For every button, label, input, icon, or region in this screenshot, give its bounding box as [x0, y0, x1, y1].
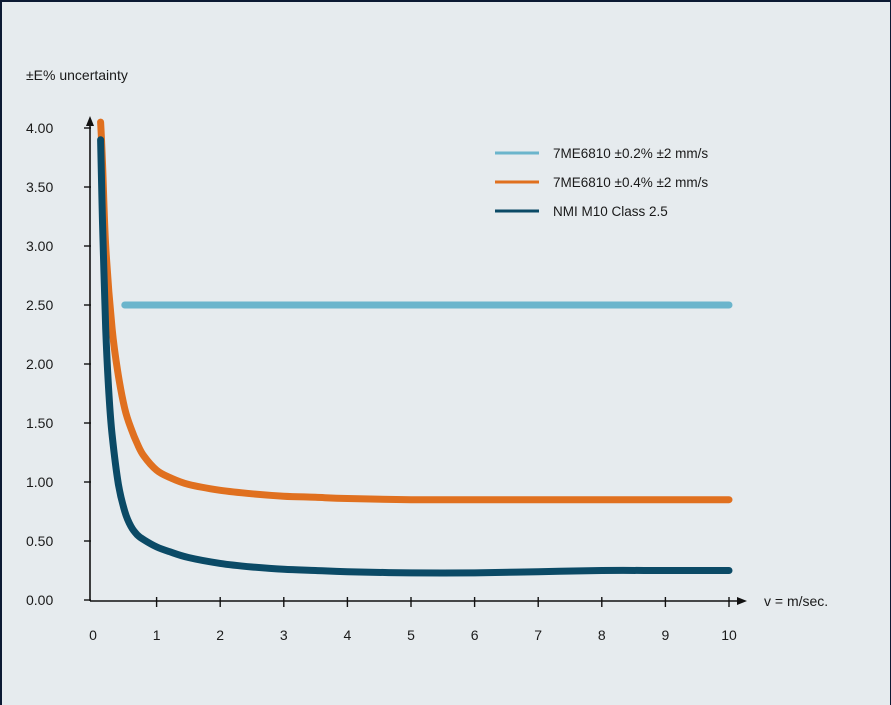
axes [86, 116, 747, 605]
y-tick-label: 2.00 [26, 356, 53, 372]
x-axis-label: v = m/sec. [764, 593, 828, 609]
x-tick-label: 5 [407, 627, 415, 643]
y-tick-label: 0.50 [26, 533, 53, 549]
y-axis-label: ±E% uncertainty [26, 67, 128, 83]
legend-entry-nmi-m10: NMI M10 Class 2.5 [553, 204, 668, 219]
legend-entry-7me6810-02: 7ME6810 ±0.2% ±2 mm/s [553, 146, 708, 161]
x-tick-label: 8 [598, 627, 606, 643]
x-axis-arrow [737, 597, 747, 605]
legend: 7ME6810 ±0.2% ±2 mm/s 7ME6810 ±0.4% ±2 mm… [495, 146, 708, 219]
x-tick-label: 7 [534, 627, 542, 643]
x-tick-label: 9 [662, 627, 670, 643]
legend-entry-7me6810-04: 7ME6810 ±0.4% ±2 mm/s [553, 175, 708, 190]
x-tick-label: 4 [344, 627, 352, 643]
x-tick-label: 0 [89, 627, 97, 643]
y-tick-label: 3.00 [26, 238, 53, 254]
x-tick-label: 3 [280, 627, 288, 643]
y-tick-label: 4.00 [26, 120, 53, 136]
series-line-7me6810-04 [97, 118, 733, 504]
x-tick-label: 1 [153, 627, 161, 643]
x-ticks: 0 1 2 3 4 5 6 7 8 9 10 [89, 597, 737, 643]
y-tick-label: 1.00 [26, 474, 53, 490]
y-tick-label: 1.50 [26, 415, 53, 431]
y-axis-arrow [86, 116, 94, 126]
y-ticks: 0.00 0.50 1.00 1.50 2.00 2.50 3.00 3.50 4.00 [26, 120, 91, 608]
x-tick-label: 10 [721, 627, 737, 643]
series-line-nmi-m10 [97, 136, 733, 577]
x-tick-label: 6 [471, 627, 479, 643]
y-tick-label: 0.00 [26, 592, 53, 608]
y-tick-label: 3.50 [26, 179, 53, 195]
series-lines [97, 118, 733, 577]
y-tick-label: 2.50 [26, 297, 53, 313]
x-tick-label: 2 [216, 627, 224, 643]
